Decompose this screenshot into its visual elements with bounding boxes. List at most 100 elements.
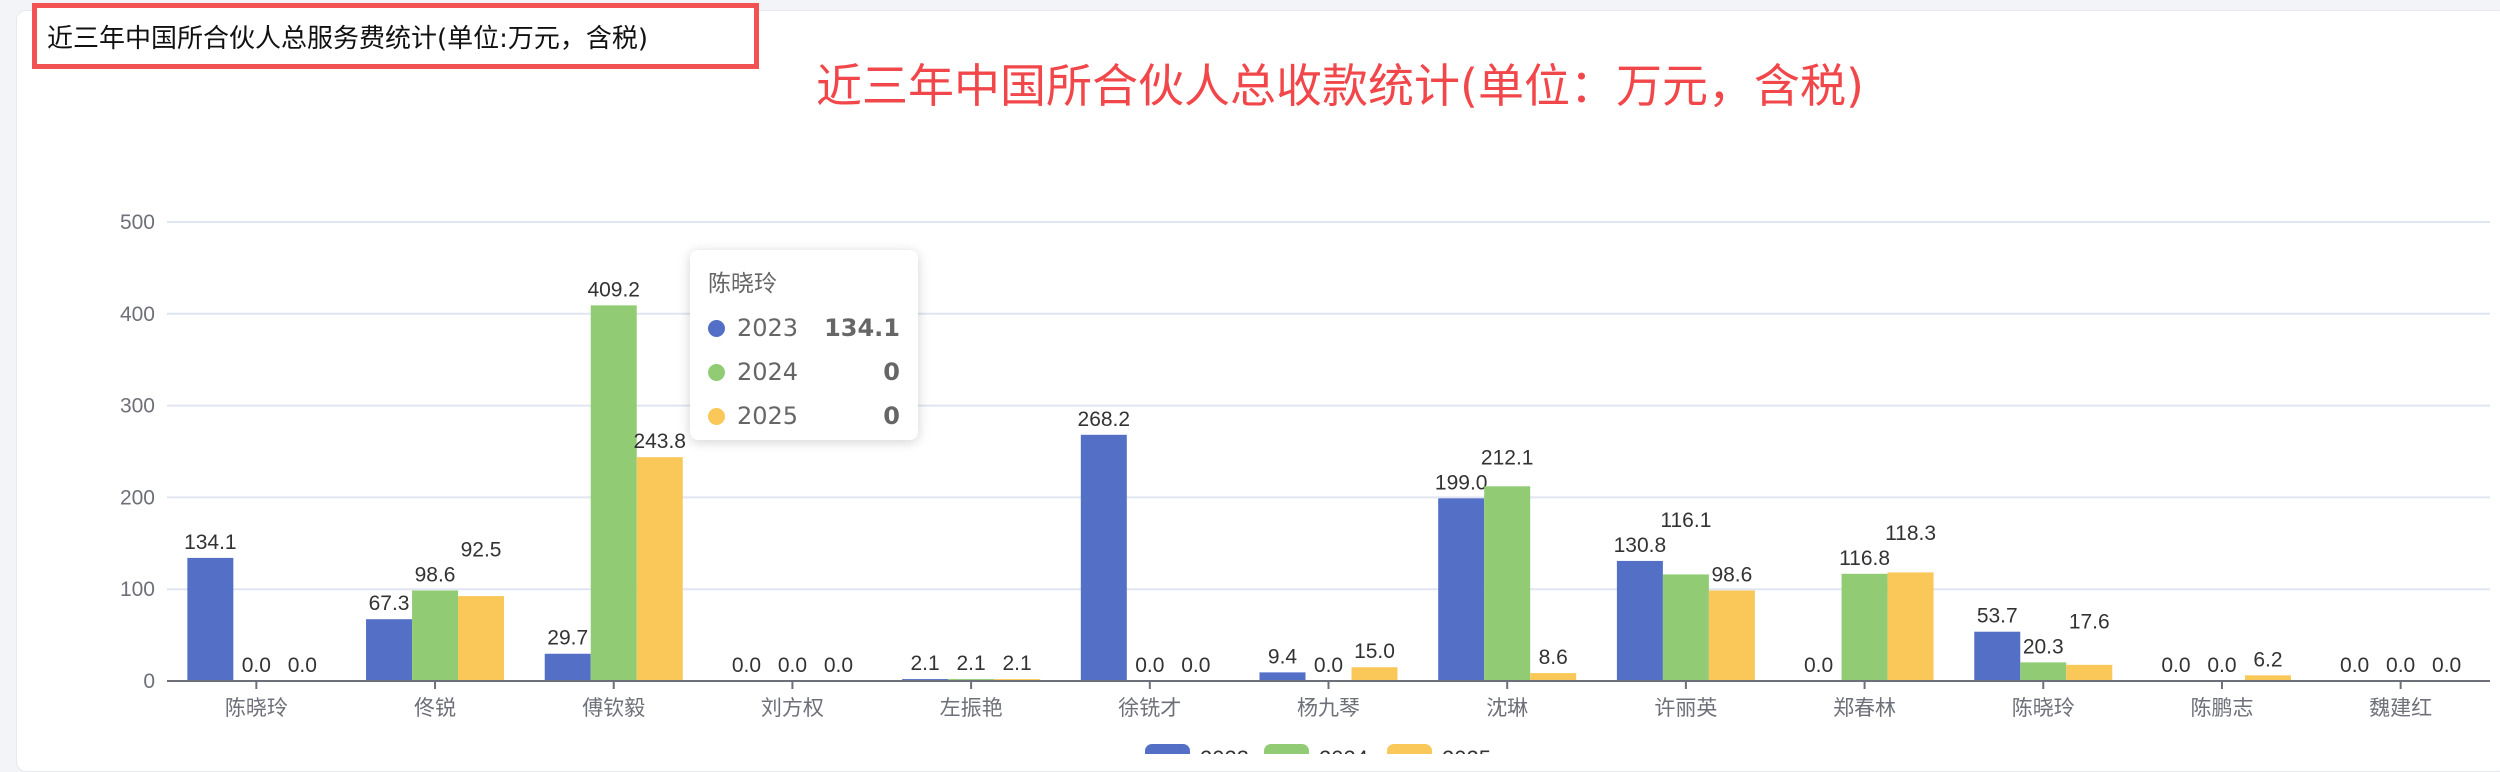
data-label: 409.2 [587, 278, 640, 301]
data-label: 118.3 [1885, 522, 1936, 545]
legend-swatch-2024 [1264, 744, 1309, 754]
data-label: 116.1 [1660, 509, 1711, 532]
x-tick-label: 沈琳 [1486, 697, 1528, 720]
y-tick-label: 300 [120, 395, 155, 418]
bar-2023 [1974, 631, 2021, 681]
data-label: 199.0 [1435, 471, 1488, 494]
tooltip-row: 2023 134.1 [708, 306, 900, 350]
bar-2025 [458, 596, 505, 681]
bar-2023 [1438, 498, 1485, 681]
bar-2024 [412, 590, 459, 681]
x-tick-label: 傅钦毅 [582, 697, 645, 720]
data-label: 9.4 [1268, 645, 1298, 668]
x-tick-label: 杨九琴 [1297, 697, 1360, 720]
data-label: 0.0 [778, 654, 807, 677]
data-label: 212.1 [1481, 446, 1534, 469]
tooltip-title: 陈晓玲 [708, 271, 777, 297]
x-tick-label: 陈晓玲 [2012, 697, 2075, 720]
data-label: 20.3 [2023, 635, 2064, 658]
annotation-title: 近三年中国所合伙人总收款统计(单位：万元，含税) [816, 59, 1864, 113]
chart-title: 近三年中国所合伙人总服务费统计(单位:万元，含税) [47, 23, 649, 54]
bar-2025 [1708, 590, 1755, 681]
data-label: 15.0 [1354, 640, 1395, 663]
y-tick-label: 200 [120, 486, 155, 509]
data-label: 2.1 [957, 652, 986, 675]
tooltip-value: 134.1 [824, 314, 900, 342]
x-tick-label: 佟锐 [414, 697, 456, 720]
data-label: 2.1 [1003, 652, 1032, 675]
legend-label: 2024 [1319, 746, 1368, 754]
data-label: 0.0 [1804, 654, 1833, 677]
dot-icon [708, 319, 725, 337]
data-label: 29.7 [547, 627, 588, 650]
x-tick-label: 徐铣才 [1118, 697, 1181, 720]
data-label: 0.0 [288, 654, 317, 677]
data-label: 98.6 [1711, 563, 1752, 586]
legend-swatch-2025 [1387, 744, 1432, 754]
data-label: 0.0 [2386, 654, 2415, 677]
y-tick-label: 400 [120, 303, 155, 326]
bar-2025 [1530, 673, 1577, 681]
data-label: 2.1 [911, 652, 940, 675]
bar-2025 [1351, 667, 1398, 681]
tooltip-row: 2025 0 [708, 394, 900, 438]
data-label: 116.8 [1839, 547, 1890, 570]
data-label: 0.0 [732, 654, 761, 677]
data-label: 0.0 [1314, 654, 1343, 677]
y-tick-label: 100 [120, 578, 155, 601]
bar-2023 [366, 619, 413, 681]
data-label: 6.2 [2253, 648, 2282, 671]
x-tick-label: 陈鹏志 [2190, 697, 2253, 720]
legend-label: 2025 [1442, 746, 1491, 754]
y-tick-label: 500 [120, 211, 155, 234]
data-label: 0.0 [2340, 654, 2369, 677]
tooltip-value: 0 [883, 402, 900, 430]
data-label: 0.0 [2207, 654, 2236, 677]
bar-2025 [2066, 664, 2113, 681]
data-label: 0.0 [2161, 654, 2190, 677]
x-tick-label: 刘方权 [761, 697, 824, 720]
bar-2024 [1662, 574, 1709, 681]
data-label: 243.8 [633, 430, 686, 453]
bar-2023 [1259, 672, 1306, 681]
bar-2023 [544, 653, 591, 681]
bar-2024 [2020, 662, 2067, 681]
data-label: 98.6 [415, 563, 456, 586]
legend-swatch-2023 [1145, 744, 1190, 754]
bar-2024 [1841, 573, 1888, 681]
bar-2024 [590, 305, 637, 681]
bar-2023 [187, 557, 234, 681]
tooltip-row: 2024 0 [708, 350, 900, 394]
data-label: 0.0 [242, 654, 271, 677]
data-label: 92.5 [461, 538, 502, 561]
dot-icon [708, 363, 725, 381]
x-tick-label: 左振艳 [940, 697, 1003, 720]
x-tick-label: 陈晓玲 [225, 697, 288, 720]
data-label: 67.3 [369, 592, 410, 615]
data-label: 134.1 [184, 531, 237, 554]
data-label: 0.0 [824, 654, 853, 677]
tooltip-series: 2025 [737, 402, 799, 430]
tooltip: 陈晓玲 2023 134.1 2024 0 2025 0 [690, 250, 918, 440]
dot-icon [708, 407, 725, 425]
data-label: 8.6 [1539, 646, 1568, 669]
data-label: 53.7 [1977, 605, 2018, 628]
bar-2023 [1080, 434, 1127, 681]
legend-label: 2023 [1200, 746, 1249, 754]
data-label: 268.2 [1078, 408, 1131, 431]
bar-2024 [1484, 486, 1531, 681]
bar-2023 [1616, 560, 1663, 681]
x-tick-label: 魏建红 [2369, 697, 2432, 720]
tooltip-series: 2024 [737, 358, 799, 386]
data-label: 130.8 [1614, 534, 1667, 557]
data-label: 0.0 [2432, 654, 2461, 677]
x-tick-label: 郑春林 [1833, 697, 1896, 720]
tooltip-value: 0 [883, 358, 900, 386]
bar-2025 [1887, 572, 1934, 681]
chart-title-box: 近三年中国所合伙人总服务费统计(单位:万元，含税) [32, 3, 759, 69]
y-tick-label: 0 [143, 670, 155, 693]
data-label: 17.6 [2069, 610, 2110, 633]
x-tick-label: 许丽英 [1654, 697, 1717, 720]
tooltip-series: 2023 [737, 314, 799, 342]
